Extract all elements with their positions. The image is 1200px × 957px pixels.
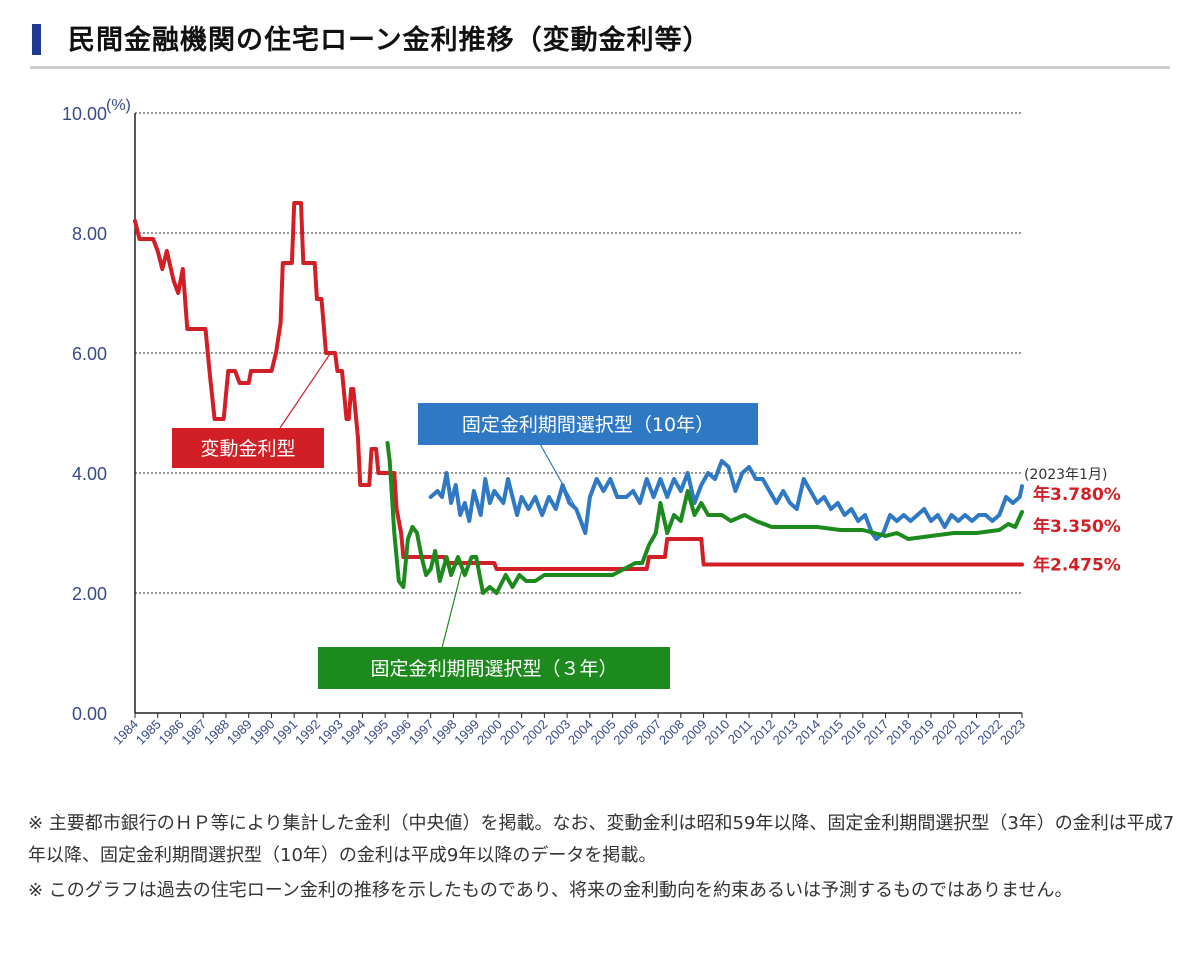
end-value-fixed10: 年3.780% (1033, 484, 1121, 505)
label-box-variable (172, 428, 324, 468)
label-box-fixed10 (418, 403, 758, 445)
page-title: 民間金融機関の住宅ローン金利推移（変動金利等） (68, 25, 711, 56)
end-date-annotation: (2023年1月) (1024, 467, 1107, 483)
leader-line-variable (279, 352, 332, 429)
y-tick-label: 4.00 (72, 464, 107, 484)
y-tick-label: 2.00 (72, 584, 107, 604)
title-accent-bar (32, 24, 41, 55)
label-text-variable: 変動金利型 (200, 438, 295, 460)
y-tick-label: 6.00 (72, 344, 107, 364)
end-value-fixed3: 年3.350% (1033, 516, 1121, 537)
x-tick-label: 2023 (997, 717, 1028, 748)
series-line-fixed10 (428, 459, 1024, 541)
x-tick-label: 2011 (725, 717, 755, 747)
y-tick-label: 8.00 (72, 224, 107, 244)
y-tick-label: 10.00 (62, 104, 107, 124)
footnote-source: ※ 主要都市銀行のＨＰ等により集計した金利（中央値）を掲載。なお、変動金利は昭和… (28, 813, 1175, 866)
series-line-fixed3 (385, 441, 1024, 595)
y-axis-unit: (%) (106, 97, 131, 114)
label-box-fixed3 (318, 647, 670, 689)
footnote-disclaimer: ※ このグラフは過去の住宅ローン金利の推移を示したものであり、将来の金利動向を約… (28, 880, 1073, 901)
y-tick-label: 0.00 (72, 704, 107, 724)
label-text-fixed10: 固定金利期間選択型（10年） (462, 414, 714, 436)
leader-line-fixed3 (441, 568, 463, 649)
page-header: 民間金融機関の住宅ローン金利推移（変動金利等） (30, 18, 1170, 69)
end-value-variable: 年2.475% (1033, 555, 1121, 576)
leader-line-fixed10 (539, 443, 581, 516)
footnotes: ※ 主要都市銀行のＨＰ等により集計した金利（中央値）を掲載。なお、変動金利は昭和… (28, 808, 1178, 910)
label-text-fixed3: 固定金利期間選択型（３年） (370, 658, 617, 680)
